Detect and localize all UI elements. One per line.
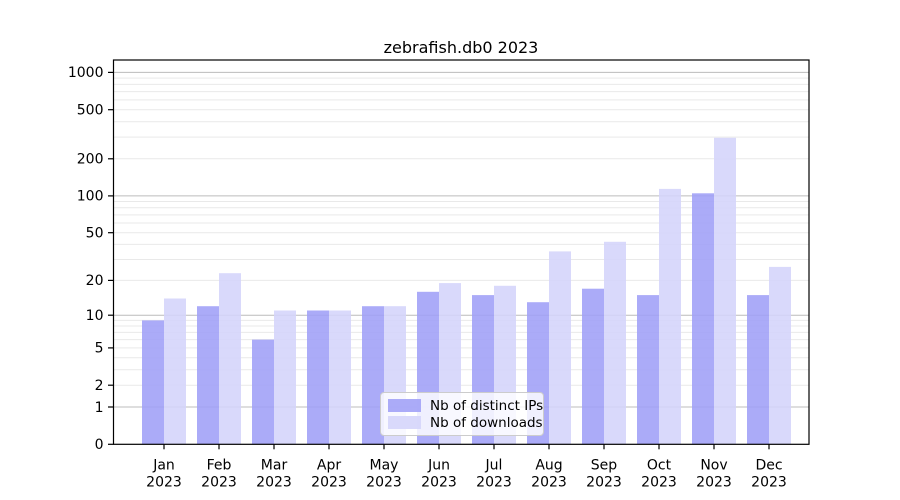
x-tick-label-jul: Jul 2023 bbox=[476, 457, 512, 490]
y-tick-label: 2 bbox=[95, 378, 104, 394]
bar-feb-s0 bbox=[197, 306, 219, 445]
y-tick-label: 500 bbox=[77, 103, 104, 119]
distinct-ips-swatch-icon bbox=[388, 399, 421, 412]
y-axis: 0 1 2 5 10 20 50 100 200 500 1000 bbox=[68, 65, 114, 453]
x-tick-label-mar: Mar 2023 bbox=[256, 457, 292, 490]
y-tick-label: 10 bbox=[86, 308, 104, 324]
y-tick-label: 200 bbox=[77, 152, 104, 168]
bar-feb-s1 bbox=[219, 273, 241, 445]
bar-mar-s0 bbox=[252, 339, 274, 445]
bar-jan-s0 bbox=[142, 320, 164, 445]
bar-nov-s1 bbox=[714, 137, 736, 445]
y-tick-label: 100 bbox=[77, 189, 104, 205]
bar-dec-s0 bbox=[747, 295, 769, 445]
x-tick-label-aug: Aug 2023 bbox=[531, 457, 567, 490]
y-tick-label: 1000 bbox=[68, 65, 104, 81]
legend-label-downloads: Nb of downloads bbox=[430, 414, 543, 431]
bar-nov-s0 bbox=[692, 193, 714, 445]
legend-item-downloads: Nb of downloads bbox=[388, 414, 543, 431]
x-tick-label-apr: Apr 2023 bbox=[311, 457, 347, 490]
bar-sep-s0 bbox=[582, 288, 604, 445]
x-tick-label-oct: Oct 2023 bbox=[641, 457, 677, 490]
x-tick-label-sep: Sep 2023 bbox=[586, 457, 622, 490]
y-tick-label: 50 bbox=[86, 226, 104, 242]
y-tick-label: 1 bbox=[95, 400, 104, 416]
legend: Nb of distinct IPs Nb of downloads bbox=[380, 392, 544, 436]
y-tick-label: 20 bbox=[86, 273, 104, 289]
downloads-swatch-icon bbox=[388, 416, 421, 429]
bar-aug-s1 bbox=[549, 251, 571, 445]
bar-apr-s0 bbox=[307, 310, 329, 445]
y-tick-label: 5 bbox=[95, 341, 104, 357]
legend-item-distinct-ips: Nb of distinct IPs bbox=[388, 397, 543, 414]
bar-jan-s1 bbox=[164, 298, 186, 445]
bar-oct-s1 bbox=[659, 188, 681, 445]
legend-label-distinct-ips: Nb of distinct IPs bbox=[430, 397, 544, 414]
x-tick-label-jan: Jan 2023 bbox=[146, 457, 182, 490]
chart-title: zebrafish.db0 2023 bbox=[383, 38, 539, 57]
x-tick-label-jun: Jun 2023 bbox=[421, 457, 457, 490]
bar-apr-s1 bbox=[329, 310, 351, 445]
x-axis: Jan 2023 Feb 2023 Mar 2023 Apr 2023 May 2023 Jun 20… bbox=[146, 444, 787, 490]
y-tick-label: 0 bbox=[95, 437, 104, 453]
bar-oct-s0 bbox=[637, 295, 659, 445]
x-tick-label-may: May 2023 bbox=[366, 457, 402, 490]
x-tick-label-feb: Feb 2023 bbox=[201, 457, 237, 490]
bar-sep-s1 bbox=[604, 241, 626, 445]
plot-frame bbox=[112, 59, 810, 445]
bar-dec-s1 bbox=[769, 266, 791, 445]
bar-may-s0 bbox=[362, 306, 384, 445]
bar-mar-s1 bbox=[274, 310, 296, 445]
x-tick-label-nov: Nov 2023 bbox=[696, 457, 732, 490]
x-tick-label-dec: Dec 2023 bbox=[751, 457, 787, 490]
